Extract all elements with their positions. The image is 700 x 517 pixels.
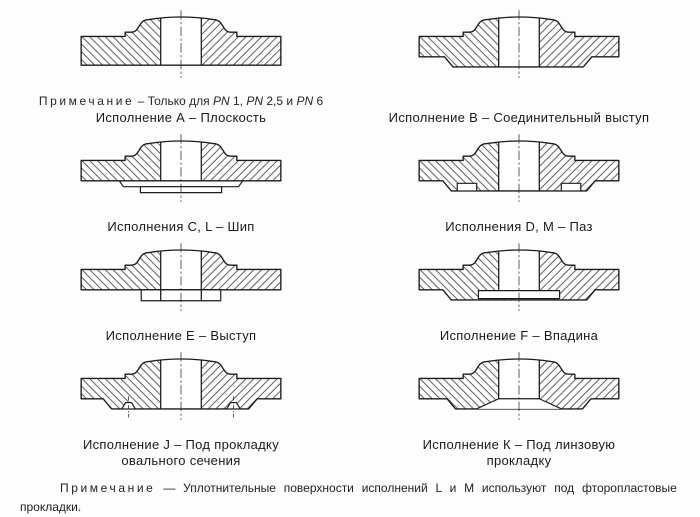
figure-cl-caption: Исполнения С, L – Шип <box>107 219 255 234</box>
figure-b-caption: Исполнение В – Соединительный выступ <box>388 110 650 125</box>
figure-a-note: Примечание – Только для PN 1, PN 2,5 и P… <box>38 94 324 108</box>
figure-e-cell: Исполнение Е – Выступ <box>12 239 350 344</box>
figure-f-caption: Исполнение F – Впадина <box>439 328 599 343</box>
figure-e-caption: Исполнение Е – Выступ <box>105 328 257 343</box>
figure-b-cell: Исполнение В – Соединительный выступ <box>350 6 688 126</box>
row-3: Исполнение Е – Выступ Исполнение F – Впа… <box>12 239 688 344</box>
note-label: Примечание <box>38 94 135 108</box>
row-1: Примечание – Только для PN 1, PN 2,5 и P… <box>12 6 688 126</box>
row-2: Исполнения С, L – Шип Исполнения D, М – … <box>12 130 688 235</box>
figure-j-caption-line2: овального сечения <box>121 453 241 468</box>
figure-k-caption-line2: прокладку <box>486 453 552 468</box>
bottom-note-dash: — <box>163 481 176 495</box>
figure-k-caption: Исполнение К – Под линзовую <box>422 437 616 452</box>
figure-j-cell: Исполнение J – Под прокладку овального с… <box>12 348 350 469</box>
row-4: Исполнение J – Под прокладку овального с… <box>12 348 688 469</box>
figure-dm-caption: Исполнения D, М – Паз <box>445 219 593 234</box>
figure-cl-cell: Исполнения С, L – Шип <box>12 130 350 235</box>
figure-k-cell: Исполнение К – Под линзовую прокладку <box>350 348 688 469</box>
flange-section-f-drawing <box>418 243 620 311</box>
flange-section-dm-drawing <box>418 134 620 202</box>
figure-a-cell: Примечание – Только для PN 1, PN 2,5 и P… <box>12 6 350 126</box>
flange-section-b-drawing <box>418 10 620 78</box>
figure-dm-cell: Исполнения D, М – Паз <box>350 130 688 235</box>
flange-section-a-drawing <box>80 10 282 78</box>
bottom-note-label: Примечание <box>60 481 156 495</box>
figure-j-caption: Исполнение J – Под прокладку <box>82 437 279 452</box>
flange-section-cl-drawing <box>80 134 282 202</box>
figure-a-caption: Исполнение А – Плоскость <box>95 110 267 125</box>
flange-section-j-drawing <box>80 352 282 420</box>
flange-section-e-drawing <box>80 243 282 311</box>
figure-f-cell: Исполнение F – Впадина <box>350 239 688 344</box>
bottom-note: Примечание — Уплотнительные поверхности … <box>20 481 677 514</box>
note-dash: – <box>137 94 145 108</box>
flange-section-k-drawing <box>418 352 620 420</box>
